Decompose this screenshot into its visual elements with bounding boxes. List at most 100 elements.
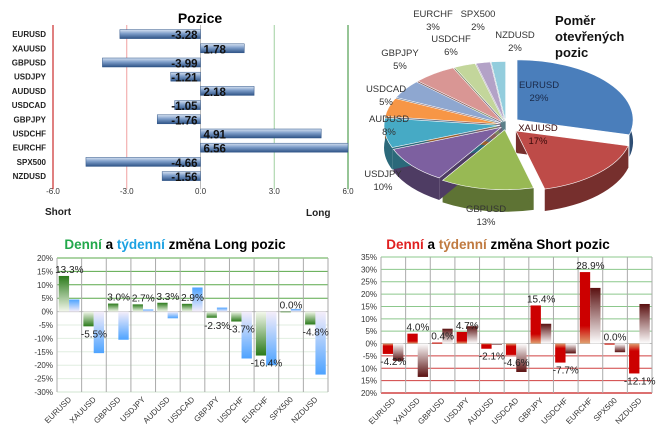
title-part: týdenní bbox=[439, 237, 488, 252]
category-label: EURUSD bbox=[12, 30, 46, 39]
data-label: 3.0% bbox=[107, 293, 130, 304]
data-label: 4.0% bbox=[407, 323, 430, 334]
data-label: 2.9% bbox=[181, 293, 204, 304]
pie-value-label: 10% bbox=[373, 182, 393, 193]
bar-value-label: -1.56 bbox=[171, 172, 197, 184]
bar-t-denn--spx500 bbox=[614, 343, 626, 353]
data-label: -4.8% bbox=[303, 327, 329, 338]
bar-usdcad bbox=[174, 100, 201, 110]
x-tick-label: 6.0 bbox=[342, 187, 354, 196]
bar-t-denn--gbpusd bbox=[118, 311, 129, 340]
bar-t-denn--gbpjpy bbox=[216, 307, 228, 312]
data-label: 15.4% bbox=[527, 294, 555, 305]
pie-label-xauusd: XAUUSD bbox=[518, 123, 558, 134]
pie-title-line: otevřených bbox=[555, 29, 624, 44]
category-label: GBPUSD bbox=[12, 59, 46, 68]
bar-eurchf bbox=[200, 142, 349, 153]
x-tick-label: -3.0 bbox=[120, 187, 134, 196]
bar-t-denn--spx500 bbox=[290, 308, 302, 312]
x-tick-label: 3.0 bbox=[269, 187, 281, 196]
bar-denn--audusd bbox=[481, 343, 492, 349]
y-tick-label: -30% bbox=[34, 388, 53, 397]
bar-usdjpy bbox=[170, 71, 201, 82]
bar-value-label: -1.05 bbox=[171, 101, 198, 113]
title-part: změna Long pozic bbox=[165, 237, 286, 252]
bar-value-label: -1.21 bbox=[171, 73, 198, 85]
y-tick-label: 5% bbox=[365, 327, 377, 336]
data-label: 28.9% bbox=[576, 261, 604, 272]
y-tick-label: 25% bbox=[361, 278, 377, 287]
y-tick-label: 20% bbox=[361, 389, 377, 398]
category-label: USDCAD bbox=[490, 396, 520, 426]
category-label: USDJPY bbox=[14, 73, 47, 82]
bar-t-denn--usdjpy bbox=[142, 309, 154, 312]
data-label: -3.7% bbox=[229, 325, 255, 336]
pie-label-gbpusd: GBPUSD bbox=[466, 204, 506, 215]
pie-value-label: 3% bbox=[426, 22, 440, 33]
category-label: NZDUSD bbox=[614, 396, 644, 426]
pie-slice-spx500 bbox=[475, 61, 506, 122]
bar-denn--eurusd bbox=[382, 343, 394, 354]
bar-value-label: -4.66 bbox=[171, 158, 197, 170]
category-label: NZDUSD bbox=[13, 172, 47, 181]
data-label: -16.4% bbox=[251, 359, 283, 370]
bar-denn--gbpusd bbox=[107, 303, 119, 312]
bar-denn--nzdusd bbox=[629, 343, 640, 374]
bar-value-label: 1.78 bbox=[204, 44, 227, 56]
pie-slice-audusd bbox=[383, 117, 501, 148]
y-tick-label: 10% bbox=[361, 315, 377, 324]
bar-audusd bbox=[200, 86, 255, 96]
bar-denn--audusd bbox=[157, 302, 168, 312]
pie-label-usdchf: USDCHF bbox=[431, 34, 471, 45]
data-label: -4.6% bbox=[503, 358, 529, 369]
pie-slice-side-audusd bbox=[384, 117, 393, 170]
bar-t-denn--gbpusd bbox=[442, 328, 453, 344]
y-tick-label: 35% bbox=[361, 253, 377, 262]
bar-t-denn--xauusd bbox=[417, 343, 429, 377]
bar-denn--spx500 bbox=[604, 343, 615, 345]
bar-denn--gbpjpy bbox=[530, 305, 541, 344]
pie-label-usdjpy: USDJPY bbox=[364, 169, 402, 180]
pie-value-label: 2% bbox=[508, 43, 522, 54]
bar-denn--usdchf bbox=[555, 343, 566, 363]
category-label: GBPJPY bbox=[14, 115, 47, 124]
bar-t-denn--usdchf bbox=[565, 343, 576, 354]
pie-title-line: Poměr bbox=[555, 13, 595, 28]
data-label: -7.7% bbox=[553, 366, 579, 377]
y-tick-label: 0% bbox=[365, 340, 377, 349]
bar-nzdusd bbox=[161, 171, 201, 181]
positions-chart-title: Pozice bbox=[178, 10, 223, 26]
bar-denn--eurusd bbox=[58, 275, 70, 312]
pie-label-audusd: AUDUSD bbox=[369, 114, 409, 125]
pie-slice-nzdusd bbox=[490, 61, 506, 122]
pie-slice-gbpjpy bbox=[395, 81, 502, 124]
y-tick-label: -25% bbox=[34, 375, 53, 384]
pie-slice-usdjpy bbox=[392, 127, 502, 179]
bar-gbpusd bbox=[102, 57, 201, 68]
bar-t-denn--eurusd bbox=[393, 343, 404, 361]
title-part: a bbox=[424, 237, 439, 252]
title-part: změna Short pozic bbox=[487, 237, 611, 252]
bar-denn--gbpjpy bbox=[206, 311, 217, 318]
y-tick-label: -5% bbox=[363, 352, 377, 361]
data-label: 4.7% bbox=[456, 321, 479, 332]
data-label: -5.5% bbox=[81, 329, 107, 340]
bar-value-label: -3.28 bbox=[171, 30, 198, 42]
bar-denn--usdcad bbox=[181, 303, 193, 312]
pie-slice-side-xauusd bbox=[544, 145, 629, 212]
title-part: a bbox=[102, 237, 117, 252]
bar-denn--eurchf bbox=[579, 272, 591, 344]
bar-t-denn--usdcad bbox=[516, 343, 527, 372]
short-label: Short bbox=[45, 207, 72, 218]
bar-denn--eurchf bbox=[255, 311, 267, 356]
bar-t-denn--audusd bbox=[491, 343, 502, 345]
pie-slice-gbpusd bbox=[441, 129, 535, 191]
title-part: Denní bbox=[64, 237, 103, 252]
category-label: XAUUSD bbox=[12, 44, 46, 53]
bar-denn--usdjpy bbox=[456, 331, 467, 344]
y-tick-label: -15% bbox=[34, 348, 53, 357]
data-label: 2.7% bbox=[132, 293, 155, 304]
